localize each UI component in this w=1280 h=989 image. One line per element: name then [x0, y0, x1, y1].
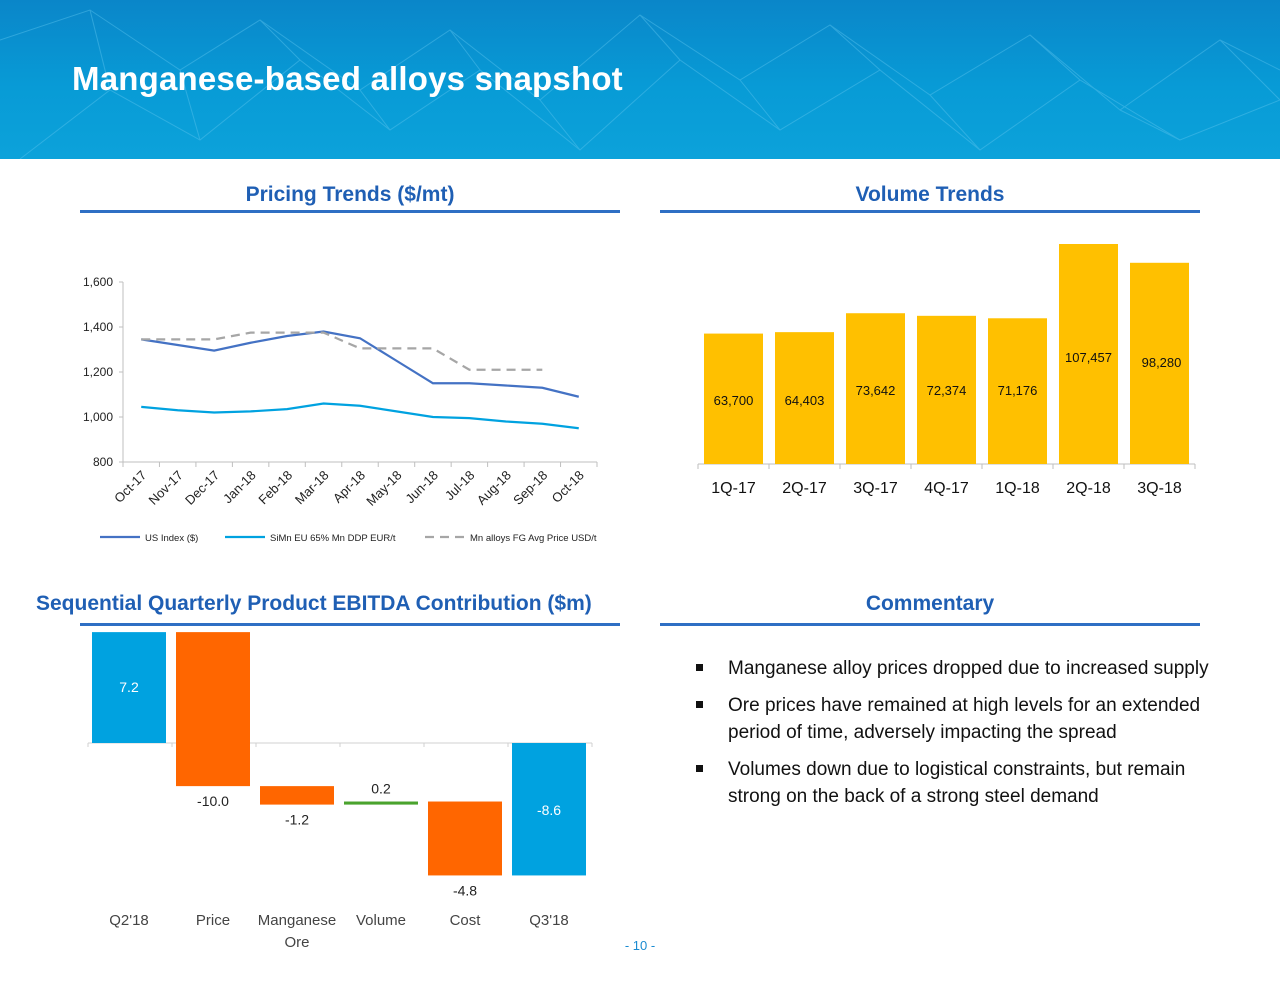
y-tick-label: 800 — [93, 455, 113, 469]
volume-trends-chart: 63,700 1Q-17 64,403 2Q-17 73,642 3Q-17 72,374 4… — [697, 244, 1196, 497]
header-banner: Manganese-based alloys snapshot — [0, 0, 1280, 159]
legend-label: US Index ($) — [145, 533, 198, 544]
x-tick-label: 4Q-17 — [924, 480, 969, 497]
pricing-divider — [80, 210, 620, 213]
volume-data-label: 107,457 — [1065, 350, 1112, 365]
commentary-divider — [660, 623, 1200, 626]
y-tick-label: 1,400 — [83, 320, 113, 334]
x-tick-label: 1Q-18 — [995, 480, 1040, 497]
volume-data-label: 98,280 — [1142, 355, 1182, 370]
commentary-list: Manganese alloy prices dropped due to in… — [690, 655, 1230, 820]
volume-section-title: Volume Trends — [855, 183, 1005, 206]
bullet-square-icon — [696, 664, 703, 671]
waterfall-bar — [260, 786, 334, 805]
volume-bar — [704, 333, 763, 464]
y-tick-label: 1,600 — [83, 275, 113, 289]
waterfall-data-label: -4.8 — [453, 882, 477, 898]
series-line-2 — [141, 402, 579, 430]
waterfall-bar — [92, 632, 166, 743]
page-title: Manganese-based alloys snapshot — [72, 60, 623, 97]
commentary-text: Ore prices have remained at high levels … — [728, 695, 1201, 743]
pricing-trends-chart: 1,6001,4001,2001,000800Oct-17Nov-17Dec-1… — [83, 275, 598, 544]
volume-bar — [775, 332, 834, 464]
x-tick-label: Q3'18 — [529, 912, 569, 929]
volume-bar — [846, 313, 905, 464]
waterfall-data-label: -1.2 — [285, 812, 309, 828]
waterfall-data-label: 7.2 — [119, 679, 139, 695]
commentary-section-title: Commentary — [865, 592, 995, 615]
page-number: - 10 - — [624, 938, 656, 953]
x-tick-label: 3Q-18 — [1137, 480, 1182, 497]
volume-data-label: 63,700 — [714, 393, 754, 408]
legend-label: Mn alloys FG Avg Price USD/t — [470, 533, 597, 544]
volume-bar — [917, 315, 976, 464]
x-tick-label: Ore — [284, 934, 309, 951]
volume-data-label: 72,374 — [927, 383, 967, 398]
commentary-item: Manganese alloy prices dropped due to in… — [690, 655, 1230, 682]
ebitda-section-title: Sequential Quarterly Product EBITDA Cont… — [36, 592, 592, 615]
waterfall-bar — [176, 632, 250, 787]
x-tick-label: Manganese — [258, 912, 336, 929]
x-tick-label: Price — [196, 912, 230, 929]
x-tick-label: 3Q-17 — [853, 480, 898, 497]
volume-data-label: 71,176 — [998, 383, 1038, 398]
bullet-square-icon — [696, 765, 703, 772]
pricing-section-title: Pricing Trends ($/mt) — [245, 183, 455, 206]
legend-label: SiMn EU 65% Mn DDP EUR/t — [270, 533, 396, 544]
y-tick-label: 1,200 — [83, 365, 113, 379]
waterfall-data-label: -10.0 — [197, 793, 229, 809]
waterfall-bar — [512, 743, 586, 876]
series-line-1 — [141, 330, 580, 398]
x-tick-label: Volume — [356, 912, 406, 929]
banner-network-pattern — [0, 9, 1280, 159]
volume-bar — [1059, 244, 1118, 464]
commentary-text: Manganese alloy prices dropped due to in… — [728, 658, 1209, 679]
volume-bar — [988, 318, 1047, 464]
waterfall-bar — [428, 801, 502, 876]
x-tick-label: 2Q-17 — [782, 480, 827, 497]
ebitda-waterfall-chart: 7.2 -10.0 -1.2 0.2 -4.8 -8.6 Q2'18 Price Mangane… — [87, 632, 593, 951]
x-tick-label: Cost — [450, 912, 482, 929]
volume-data-label: 73,642 — [856, 383, 896, 398]
bullet-square-icon — [696, 701, 703, 708]
ebitda-divider — [80, 623, 620, 626]
series-line-3 — [141, 331, 543, 371]
volume-divider — [660, 210, 1200, 213]
x-tick-label: Q2'18 — [109, 912, 149, 929]
waterfall-data-label: 0.2 — [371, 781, 391, 797]
x-tick-label: 2Q-18 — [1066, 480, 1111, 497]
waterfall-data-label: -8.6 — [537, 802, 561, 818]
y-tick-label: 1,000 — [83, 410, 113, 424]
volume-data-label: 64,403 — [785, 393, 825, 408]
commentary-item: Volumes down due to logistical constrain… — [690, 756, 1230, 810]
volume-bar — [1130, 262, 1189, 464]
commentary-item: Ore prices have remained at high levels … — [690, 692, 1230, 746]
commentary-text: Volumes down due to logistical constrain… — [728, 759, 1186, 807]
waterfall-bar — [344, 801, 418, 805]
x-tick-label: 1Q-17 — [711, 480, 756, 497]
